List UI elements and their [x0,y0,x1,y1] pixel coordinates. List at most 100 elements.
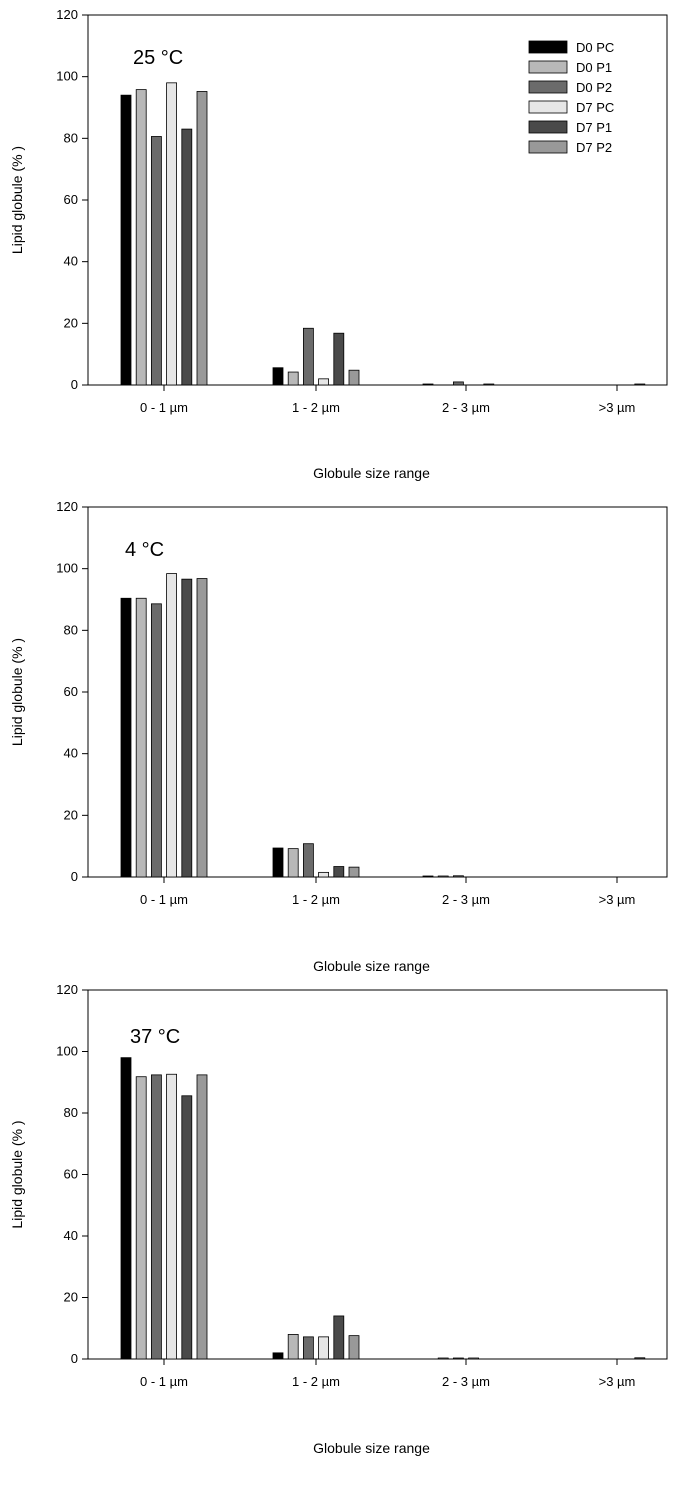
chart-title: 37 °C [130,1026,180,1048]
x-tick-label: >3 µm [599,400,636,415]
legend-label: D7 P1 [576,120,612,135]
x-tick-label: 1 - 2 µm [292,892,340,907]
y-tick-label: 100 [56,69,78,84]
bar [272,1352,284,1360]
y-tick-label: 20 [64,807,78,822]
legend-label: D0 P1 [576,60,612,75]
bar [452,381,464,386]
bar [318,871,330,878]
bar [287,371,299,386]
x-axis-label: Globule size range [313,1440,430,1456]
bar [437,875,449,878]
x-tick-label: 2 - 3 µm [442,400,490,415]
bar [135,597,147,878]
x-tick-label: 1 - 2 µm [292,1374,340,1389]
bar [150,136,162,386]
bar [468,1357,480,1360]
bar [333,1315,345,1360]
bar [181,1095,193,1360]
bar [287,848,299,878]
bar [348,369,360,386]
bar [452,1357,464,1360]
bar [302,327,314,386]
bar [196,91,208,386]
y-tick-label: 80 [64,130,78,145]
y-tick-label: 0 [71,1351,78,1366]
chart-title: 25 °C [133,47,183,69]
y-tick-label: 20 [64,1290,78,1305]
legend-label: D0 P2 [576,80,612,95]
bar [333,866,345,878]
bar [333,332,345,386]
bar [166,573,178,878]
y-tick-label: 80 [64,622,78,637]
y-tick-label: 100 [56,1044,78,1059]
y-axis-label: Lipid globule (% ) [9,638,25,746]
y-tick-label: 60 [64,684,78,699]
legend-label: D0 PC [576,40,614,55]
y-tick-label: 40 [64,254,78,269]
y-tick-label: 40 [64,746,78,761]
bar [437,1357,449,1360]
y-axis-label: Lipid globule (% ) [9,146,25,254]
x-axis-label: Globule size range [313,958,430,974]
bar [181,128,193,386]
legend-swatch [528,40,568,54]
chart-panel-1: 0 20 40 60 80 100 120 0 - 1 µm 1 - 2 µm 2 - 3 µm >… [9,7,668,481]
bar [483,383,495,386]
bar [120,94,132,386]
x-tick-label: 2 - 3 µm [442,892,490,907]
y-tick-label: 20 [64,315,78,330]
bar [150,603,162,878]
y-tick-label: 120 [56,7,78,22]
bar [120,597,132,878]
y-tick-label: 60 [64,192,78,207]
y-tick-label: 0 [71,377,78,392]
bar [634,383,646,386]
x-tick-label: >3 µm [599,892,636,907]
chart-panel-2: 0 20 40 60 80 100 120 0 - 1 µm 1 - 2 µm 2 - 3 µm >… [9,499,668,974]
bar [150,1074,162,1360]
legend-swatch [528,100,568,114]
y-axis-label: Lipid globule (% ) [9,1120,25,1228]
bar [422,875,434,878]
y-tick-label: 60 [64,1167,78,1182]
legend-swatch [528,60,568,74]
bar [196,1074,208,1360]
x-axis-label: Globule size range [313,465,430,481]
chart-panel-3: 0 20 40 60 80 100 120 0 - 1 µm 1 - 2 µm 2 - 3 µm >… [9,982,668,1456]
bar [135,89,147,386]
bar [348,1335,360,1360]
legend-swatch [528,80,568,94]
bar [196,578,208,878]
y-tick-label: 0 [71,869,78,884]
bar [318,378,330,386]
bar [166,1073,178,1360]
bar [166,82,178,386]
x-tick-label: 0 - 1 µm [140,400,188,415]
y-tick-label: 120 [56,982,78,997]
y-tick-label: 80 [64,1105,78,1120]
bar [272,847,284,878]
y-tick-label: 40 [64,1228,78,1243]
bar [135,1076,147,1360]
bar [120,1057,132,1360]
bar [348,866,360,878]
bar [302,1336,314,1360]
bar [287,1334,299,1360]
y-tick-label: 120 [56,499,78,514]
bar [302,843,314,878]
bar [634,1357,646,1360]
y-tick-label: 100 [56,561,78,576]
x-tick-label: >3 µm [599,1374,636,1389]
x-tick-label: 0 - 1 µm [140,892,188,907]
bar [272,367,284,386]
legend-label: D7 P2 [576,140,612,155]
bar [452,875,464,878]
chart-title: 4 °C [125,539,164,561]
legend-swatch [528,140,568,154]
bar [422,383,434,386]
x-tick-label: 0 - 1 µm [140,1374,188,1389]
bar [318,1336,330,1360]
